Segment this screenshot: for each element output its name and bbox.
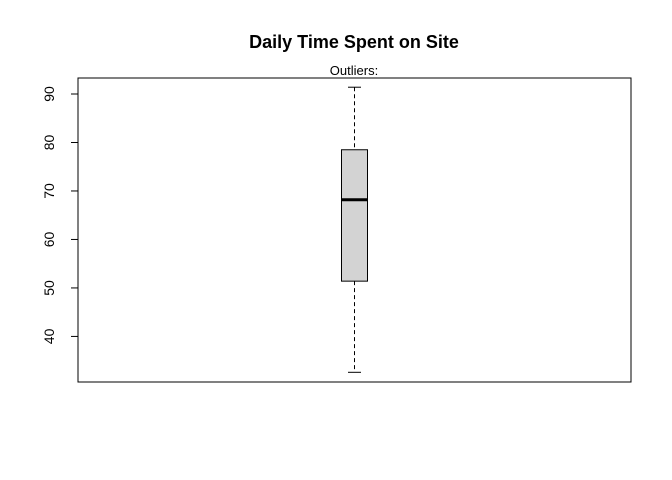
y-axis: 40 50 60 70 80 90 <box>41 86 78 344</box>
iqr-box <box>342 150 368 281</box>
chart-subtitle: Outliers: <box>330 63 378 78</box>
y-tick-label: 40 <box>41 328 57 344</box>
chart-title: Daily Time Spent on Site <box>249 32 459 52</box>
y-tick-label: 90 <box>41 86 57 102</box>
y-tick-label: 80 <box>41 134 57 150</box>
y-tick-label: 60 <box>41 231 57 247</box>
y-tick-label: 50 <box>41 280 57 296</box>
box-plot <box>342 87 368 372</box>
y-tick-label: 70 <box>41 183 57 199</box>
